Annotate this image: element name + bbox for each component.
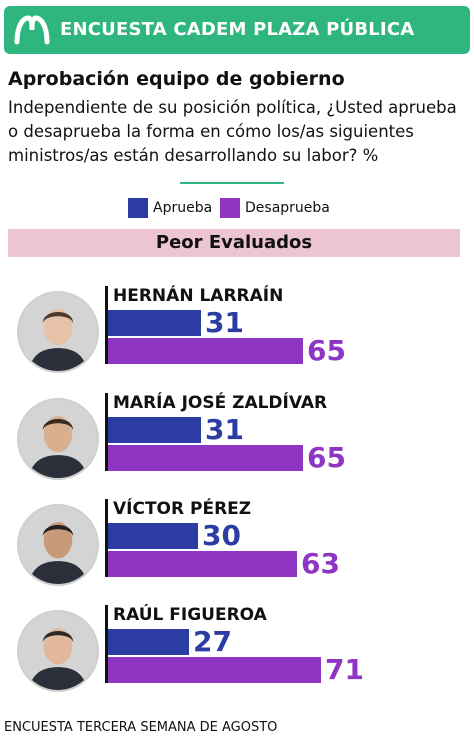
survey-question: Independiente de su posición política, ¿… [8, 98, 457, 165]
mega-logo-icon [14, 15, 50, 45]
chart-title: Aprobación equipo de gobierno [8, 68, 345, 90]
bar-aprueba [108, 629, 189, 655]
legend-item-aprueba: Aprueba [128, 198, 212, 218]
bar-aprueba [108, 523, 198, 549]
section-label: Peor Evaluados [155, 232, 313, 253]
legend-swatch-aprueba [128, 198, 148, 218]
legend-label-desaprueba: Desaprueba [245, 200, 330, 216]
minister-photo-icon [17, 504, 99, 586]
minister-name: HERNÁN LARRAÍN [113, 286, 284, 306]
bar-aprueba [108, 417, 201, 443]
minister-row: HERNÁN LARRAÍN 31 65 [0, 286, 474, 390]
legend-swatch-desaprueba [220, 198, 240, 218]
value-label-aprueba: 27 [193, 625, 232, 658]
bar-aprueba [108, 310, 201, 336]
minister-photo-icon [17, 398, 99, 480]
bar-axis-line [105, 393, 108, 471]
value-label-aprueba: 31 [205, 306, 244, 339]
value-label-desaprueba: 65 [307, 334, 346, 367]
minister-photo-icon [17, 291, 99, 373]
value-label-aprueba: 31 [205, 413, 244, 446]
bar-axis-line [105, 605, 108, 683]
value-label-aprueba: 30 [202, 519, 241, 552]
bar-desaprueba [108, 445, 303, 471]
section-header: Peor Evaluados [8, 229, 460, 257]
brand-title: ENCUESTA CADEM PLAZA PÚBLICA [60, 19, 415, 40]
minister-name: RAÚL FIGUEROA [113, 605, 267, 625]
value-label-desaprueba: 65 [307, 441, 346, 474]
minister-row: VÍCTOR PÉREZ 30 63 [0, 499, 474, 603]
divider [180, 182, 284, 184]
minister-name: MARÍA JOSÉ ZALDÍVAR [113, 393, 328, 413]
minister-row: MARÍA JOSÉ ZALDÍVAR 31 65 [0, 393, 474, 497]
header-banner: ENCUESTA CADEM PLAZA PÚBLICA [4, 6, 470, 54]
bar-desaprueba [108, 657, 321, 683]
minister-photo-icon [17, 610, 99, 692]
bar-desaprueba [108, 551, 297, 577]
footnote: ENCUESTA TERCERA SEMANA DE AGOSTO [4, 720, 278, 735]
value-label-desaprueba: 63 [301, 547, 340, 580]
bar-desaprueba [108, 338, 303, 364]
legend-label-aprueba: Aprueba [153, 200, 213, 216]
bar-axis-line [105, 499, 108, 577]
legend-item-desaprueba: Desaprueba [220, 198, 330, 218]
minister-row: RAÚL FIGUEROA 27 71 [0, 605, 474, 709]
minister-name: VÍCTOR PÉREZ [113, 499, 252, 519]
value-label-desaprueba: 71 [325, 653, 364, 686]
bar-axis-line [105, 286, 108, 364]
